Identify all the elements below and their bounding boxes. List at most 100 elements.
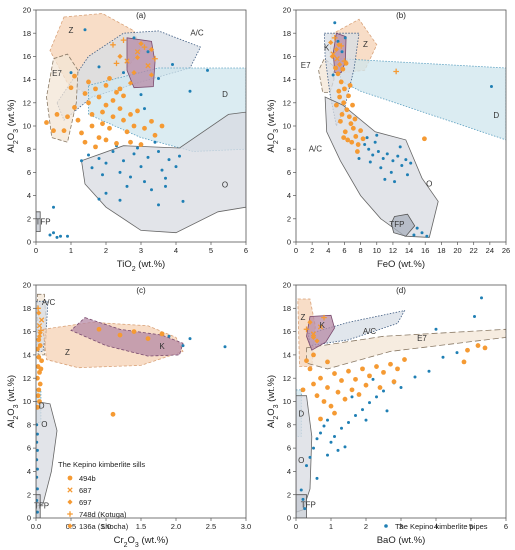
x-tick-label: 14 [405,246,413,255]
y-tick-label: 20 [23,281,31,290]
field-label: Z [69,26,74,35]
x-tick-label: 6 [504,522,508,531]
data-point [152,132,158,138]
data-point [325,385,330,390]
y-tick-label: 16 [283,52,291,61]
data-point [307,366,313,372]
y-tick-label: 16 [283,327,291,336]
y-tick-label: 2 [27,490,31,499]
data-point [334,56,340,62]
data-point [393,68,399,75]
data-point [82,139,88,145]
data-point [66,234,69,238]
data-point [314,338,320,344]
data-point [332,410,337,416]
data-point [143,180,146,184]
data-point [101,173,104,177]
field-label: Z [363,40,368,49]
y-tick-label: 16 [23,52,31,61]
y-tick-label: 8 [287,145,291,154]
data-point [315,437,319,441]
data-point [336,39,340,43]
data-point [36,510,39,514]
data-point [340,50,344,54]
data-point [36,448,39,452]
data-point [36,346,40,352]
data-point [363,143,367,147]
data-point [489,85,493,89]
data-point [352,116,358,122]
data-point [365,136,369,140]
legend-entry: 748d (Kotuga) [67,510,127,519]
field-label: O [298,456,304,465]
series-the-kepino-kimberlite-pipes [48,28,209,239]
data-point [368,401,371,405]
field-label: K [324,44,330,53]
legend-entry: 136a (Shocha) [67,522,129,531]
data-point [326,453,329,457]
data-point [134,49,141,55]
data-point [188,89,192,93]
data-point [36,467,39,471]
series-687 [36,317,45,329]
data-point [349,387,355,393]
data-point [118,170,122,174]
data-point [114,141,119,146]
data-point [391,379,397,385]
data-point [346,93,351,99]
data-point [114,89,119,95]
data-point [344,107,350,113]
series-687 [124,49,151,69]
data-point [353,134,359,139]
data-point [357,156,361,160]
data-point [461,359,467,365]
series-136a-shocha- [329,42,342,59]
field-label: D [493,111,499,120]
data-point [328,403,334,409]
panel-c: A/CZKDOTFP0.00.51.01.52.02.53.0024681012… [6,281,251,549]
data-point [379,166,383,170]
data-point [100,109,105,115]
data-point [143,107,146,111]
data-point [333,434,336,438]
y-tick-label: 14 [283,75,291,84]
y-axis-label: Al2O3 (wt.%) [6,375,20,428]
data-point [142,125,147,131]
data-point [131,70,137,76]
data-point [303,507,307,511]
data-point [145,63,151,69]
data-point [333,46,339,53]
data-point [346,368,351,374]
x-tick-label: 24 [486,246,494,255]
data-point [167,158,171,162]
data-point [36,393,41,399]
data-point [117,332,123,338]
data-point [122,71,125,75]
data-point [181,199,185,203]
data-point [36,487,39,491]
series-136a-shocha- [36,333,43,339]
data-point [399,386,403,390]
data-point [149,118,154,124]
data-point [103,137,109,143]
legend-marker [67,523,73,529]
x-tick-label: 10 [373,246,381,255]
data-point [61,128,67,134]
data-point [110,411,116,417]
y-tick-label: 14 [23,75,31,84]
data-point [128,139,133,145]
data-point [455,351,459,355]
field-label: TFP [389,220,404,229]
data-point [336,448,340,452]
data-point [371,377,375,381]
data-point [97,197,101,201]
data-point [55,235,59,239]
data-point [36,475,39,479]
data-point [160,168,164,172]
data-point [303,326,310,333]
x-tick-label: 22 [470,246,478,255]
legend-entry: 697 [67,498,92,507]
panel-label: (c) [136,286,146,295]
legend-entry-label: 687 [79,486,92,495]
x-axis-label: BaO (wt.%) [377,535,426,546]
